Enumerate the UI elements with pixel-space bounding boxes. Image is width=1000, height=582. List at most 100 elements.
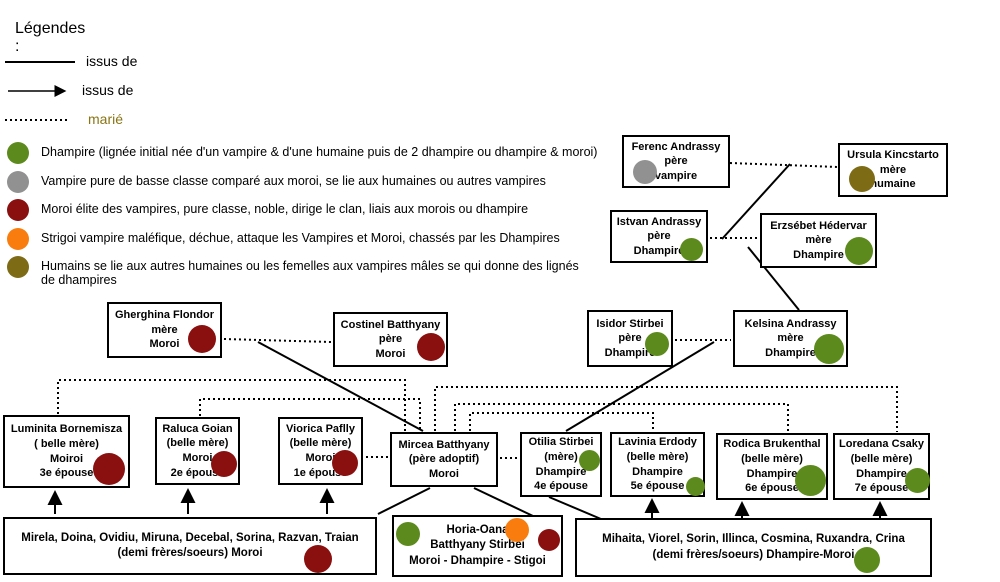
legend-label-issus-de-arrow: issus de bbox=[82, 82, 134, 98]
node-lavinia-erdody: Lavinia Erdody (belle mère) Dhampire 5e … bbox=[610, 432, 705, 497]
person-type: Moroi bbox=[149, 338, 180, 351]
person-role: ( belle mère) bbox=[34, 437, 99, 450]
person-role: (belle mère) bbox=[289, 437, 352, 450]
marriage-line-ferenc-ursula bbox=[729, 162, 839, 168]
dhampire-dot bbox=[396, 522, 420, 546]
node-luminita-bornemisza: Luminita Bornemisza ( belle mère) Moiroi… bbox=[3, 415, 130, 488]
humain-dot bbox=[849, 166, 875, 192]
person-rank: 4e épouse bbox=[534, 480, 588, 493]
person-role: père bbox=[618, 332, 642, 345]
person-type: Dhampire bbox=[793, 248, 844, 261]
node-kelsina-andrassy: Kelsina Andrassy mère Dhampire bbox=[733, 310, 848, 367]
person-role: (père adoptif) bbox=[408, 453, 480, 466]
marriage-line-mircea-raluca bbox=[199, 398, 421, 431]
person-type: Dhampire bbox=[632, 465, 683, 478]
node-gherghina-flondor: Gherghina Flondor mère Moroi bbox=[107, 302, 222, 358]
marriage-line-mircea-luminita bbox=[57, 379, 406, 431]
person-rank: 7e épouse bbox=[854, 482, 909, 495]
legend-label-marie: marié bbox=[88, 111, 124, 127]
person-rank: 2e épouse bbox=[170, 466, 225, 479]
descent-line-isidor-kelsina-to-otilia bbox=[565, 341, 715, 432]
node-rodica-brukenthal: Rodica Brukenthal (belle mère) Dhampire … bbox=[716, 433, 828, 500]
person-role: (belle mère) bbox=[166, 437, 229, 450]
strigoi-dot bbox=[505, 518, 529, 542]
person-type: Moiroi bbox=[50, 452, 83, 465]
node-istvan-andrassy: Istvan Andrassy père Dhampire bbox=[610, 210, 708, 263]
person-type: Moroi - Dhampire - Stigoi bbox=[409, 554, 546, 567]
descent-line-istvan-erzsebet-to-kelsina bbox=[747, 246, 800, 311]
person-type: vampire bbox=[654, 169, 698, 182]
person-type: Dhampire bbox=[604, 346, 656, 359]
legend-item-dhampire-text: Dhampire (lignée initial née d'un vampir… bbox=[41, 145, 598, 159]
node-costinel-batthyany: Costinel Batthyany père Moroi bbox=[333, 312, 448, 367]
node-ursula-kincstarto: Ursula Kincstarto mère humaine bbox=[838, 143, 948, 197]
person-type: Dhampire bbox=[765, 346, 816, 359]
legend-item-strigoi: Strigoi vampire maléfique, déchue, attaq… bbox=[7, 228, 560, 250]
children-names: Mirela, Doina, Ovidiu, Miruna, Decebal, … bbox=[21, 531, 359, 544]
person-type: humaine bbox=[870, 178, 916, 191]
moroi-dot bbox=[188, 325, 216, 353]
legend-item-moroi: Moroi élite des vampires, pure classe, n… bbox=[7, 199, 528, 221]
person-role: (belle mère) bbox=[850, 452, 913, 465]
node-loredana-csaky: Loredana Csaky (belle mère) Dhampire 7e … bbox=[833, 433, 930, 500]
dhampire-dot bbox=[795, 465, 826, 496]
node-horia-oana: Horia-Oana Batthyany Stirbei Moroi - Dha… bbox=[392, 515, 563, 577]
person-name: Erzsébet Hédervar bbox=[770, 219, 867, 232]
legend-item-humain: Humains se lie aux autres humaines ou le… bbox=[7, 256, 593, 287]
person-rank: 6e épouse bbox=[745, 482, 799, 495]
dhampire-dot bbox=[686, 477, 705, 496]
descent-line-gherghina-costinel-to-mircea bbox=[257, 341, 424, 432]
person-name: Istvan Andrassy bbox=[616, 215, 702, 228]
dhampire-dot bbox=[905, 468, 930, 493]
dhampire-dot bbox=[579, 450, 600, 471]
marriage-line-mircea-lavinia bbox=[469, 412, 654, 432]
marriage-line-mircea-loredana bbox=[434, 386, 898, 432]
person-role: mère bbox=[777, 332, 804, 345]
node-children-dhampire-moroi: Mihaita, Viorel, Sorin, Illinca, Cosmina… bbox=[575, 518, 932, 577]
node-erzsebet-hedervar: Erzsébet Hédervar mère Dhampire bbox=[760, 213, 877, 268]
person-type: Dhampire bbox=[633, 244, 685, 257]
person-role: père bbox=[378, 333, 403, 346]
person-role: (belle mère) bbox=[741, 452, 803, 465]
person-name: Rodica Brukenthal bbox=[723, 438, 821, 451]
moroi-color-dot bbox=[7, 199, 29, 221]
person-role: (mère) bbox=[544, 450, 578, 463]
person-name: Luminita Bornemisza bbox=[10, 423, 123, 436]
node-otilia-stirbei: Otilia Stirbei (mère) Dhampire 4e épouse bbox=[520, 432, 602, 497]
descent-line-ferenc-ursula-to-istvan bbox=[721, 163, 791, 240]
dhampire-color-dot bbox=[7, 142, 29, 164]
children-relation: (demi frères/soeurs) Dhampire-Moroi bbox=[652, 548, 855, 561]
person-role: père bbox=[647, 230, 671, 243]
moroi-dot bbox=[93, 453, 125, 485]
node-raluca-goian: Raluca Goian (belle mère) Moroi 2e épous… bbox=[155, 417, 240, 485]
legend-item-strigoi-text: Strigoi vampire maléfique, déchue, attaq… bbox=[41, 231, 560, 245]
marriage-line-gherghina-costinel bbox=[223, 338, 332, 343]
legend-item-dhampire: Dhampire (lignée initial née d'un vampir… bbox=[7, 142, 597, 164]
person-name: Kelsina Andrassy bbox=[744, 317, 837, 330]
person-type: Dhampire bbox=[746, 467, 798, 480]
descent-line-mircea-to-mirela-children bbox=[377, 487, 431, 515]
person-type: Dhampire bbox=[535, 465, 587, 478]
person-name: Raluca Goian bbox=[162, 422, 233, 435]
person-name: Viorica Paflly bbox=[286, 422, 355, 435]
person-role: mère bbox=[879, 163, 907, 176]
person-name: Ferenc Andrassy bbox=[631, 140, 721, 153]
dhampire-dot bbox=[645, 332, 669, 356]
person-type: Moroi bbox=[182, 452, 213, 464]
children-names: Mihaita, Viorel, Sorin, Illinca, Cosmina… bbox=[602, 533, 905, 546]
dhampire-dot bbox=[814, 334, 844, 364]
vampire-color-dot bbox=[7, 171, 29, 193]
vampire-dot bbox=[633, 160, 657, 184]
person-type: Moroi bbox=[305, 452, 336, 464]
dhampire-dot bbox=[854, 547, 880, 573]
person-type: Moroi bbox=[375, 347, 406, 360]
person-rank: 3e épouse bbox=[39, 467, 94, 480]
person-name: Loredana Csaky bbox=[839, 438, 924, 451]
node-viorica-paflly: Viorica Paflly (belle mère) Moroi 1e épo… bbox=[278, 417, 363, 485]
legend-item-vampire: Vampire pure de basse classe comparé aux… bbox=[7, 171, 546, 193]
person-name: Mircea Batthyany bbox=[398, 438, 490, 451]
marriage-line-mircea-rodica bbox=[454, 403, 789, 432]
moroi-dot bbox=[538, 529, 560, 551]
person-type: Dhampire bbox=[856, 467, 907, 480]
